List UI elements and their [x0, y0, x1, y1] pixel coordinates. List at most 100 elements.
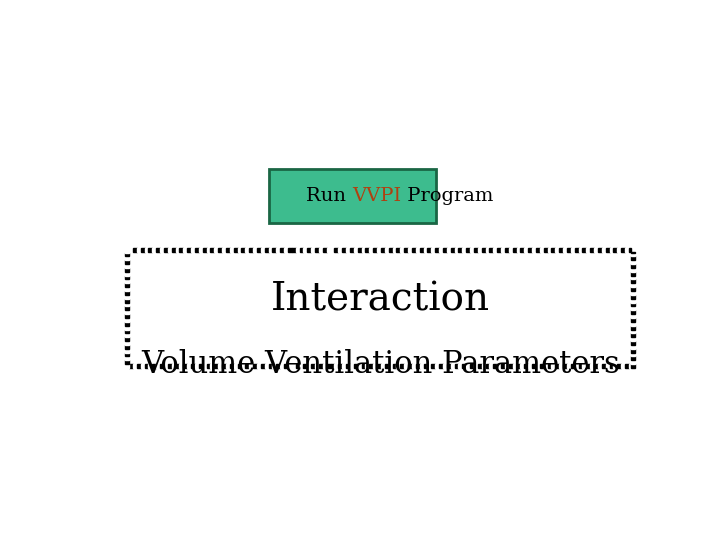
Bar — [369, 248, 373, 252]
Bar — [195, 364, 199, 368]
Bar — [315, 248, 319, 252]
Bar — [482, 364, 485, 368]
Bar — [631, 302, 635, 306]
Bar — [246, 248, 249, 252]
Bar — [156, 364, 160, 368]
Bar — [327, 248, 330, 252]
Bar — [125, 260, 129, 264]
Bar — [631, 360, 635, 364]
Bar — [532, 364, 536, 368]
Bar — [373, 364, 377, 368]
Bar — [559, 248, 563, 252]
Bar — [416, 248, 420, 252]
Bar — [493, 364, 498, 368]
Bar — [629, 364, 631, 368]
Bar — [210, 248, 215, 252]
Bar — [474, 364, 478, 368]
Bar — [563, 364, 567, 368]
Bar — [524, 248, 528, 252]
Bar — [451, 364, 454, 368]
Bar — [253, 364, 257, 368]
Bar — [590, 248, 594, 252]
Bar — [631, 275, 635, 280]
Bar — [300, 248, 303, 252]
Bar — [631, 253, 635, 256]
Bar — [276, 364, 280, 368]
Bar — [602, 248, 606, 252]
Bar — [303, 364, 307, 368]
Bar — [447, 364, 451, 368]
Bar — [631, 318, 635, 322]
Bar — [443, 364, 447, 368]
Bar — [513, 248, 516, 252]
Bar — [319, 364, 323, 368]
Bar — [485, 248, 490, 252]
Bar — [215, 248, 218, 252]
Bar — [168, 248, 171, 252]
Bar — [462, 364, 466, 368]
Bar — [631, 356, 635, 360]
Bar — [284, 248, 288, 252]
Bar — [631, 268, 635, 272]
Bar — [342, 364, 346, 368]
Bar — [459, 364, 462, 368]
Bar — [631, 322, 635, 326]
Bar — [552, 248, 555, 252]
Bar — [160, 364, 164, 368]
Bar — [129, 248, 133, 252]
Bar — [249, 364, 253, 368]
Bar — [327, 364, 330, 368]
Bar — [381, 248, 384, 252]
Bar — [354, 248, 358, 252]
Bar — [230, 248, 234, 252]
Bar — [501, 248, 505, 252]
Bar — [330, 248, 334, 252]
Bar — [253, 248, 257, 252]
Bar — [625, 248, 629, 252]
Bar — [125, 333, 129, 337]
Bar — [125, 345, 129, 349]
Bar — [631, 329, 635, 333]
Bar — [478, 248, 482, 252]
Bar — [125, 364, 129, 368]
Bar — [416, 364, 420, 368]
Bar — [567, 364, 571, 368]
Bar — [431, 364, 435, 368]
Bar — [428, 364, 431, 368]
Bar — [199, 248, 203, 252]
Bar — [346, 364, 350, 368]
Text: Volume Ventilation Parameters: Volume Ventilation Parameters — [141, 349, 619, 380]
Bar — [125, 356, 129, 360]
Bar — [528, 248, 532, 252]
Bar — [420, 248, 423, 252]
Bar — [276, 248, 280, 252]
Bar — [470, 364, 474, 368]
Bar — [381, 364, 384, 368]
Bar — [435, 364, 439, 368]
Bar — [125, 353, 129, 356]
Bar — [153, 364, 156, 368]
Bar — [230, 364, 234, 368]
Bar — [288, 248, 292, 252]
Bar — [392, 248, 397, 252]
Bar — [296, 248, 300, 252]
Bar — [431, 248, 435, 252]
Bar — [631, 337, 635, 341]
Bar — [125, 299, 129, 302]
Bar — [428, 248, 431, 252]
Bar — [617, 248, 621, 252]
Bar — [631, 280, 635, 284]
Bar — [420, 364, 423, 368]
Bar — [631, 349, 635, 353]
Bar — [280, 248, 284, 252]
Bar — [586, 364, 590, 368]
Bar — [582, 364, 586, 368]
Text: Run: Run — [306, 187, 352, 205]
Bar — [621, 248, 625, 252]
Bar — [168, 364, 171, 368]
Bar — [505, 364, 509, 368]
Bar — [555, 248, 559, 252]
Bar — [187, 248, 191, 252]
Bar — [439, 248, 443, 252]
Bar — [284, 364, 288, 368]
